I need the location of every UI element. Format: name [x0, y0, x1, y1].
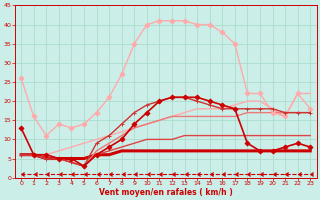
X-axis label: Vent moyen/en rafales ( km/h ): Vent moyen/en rafales ( km/h ): [99, 188, 233, 197]
